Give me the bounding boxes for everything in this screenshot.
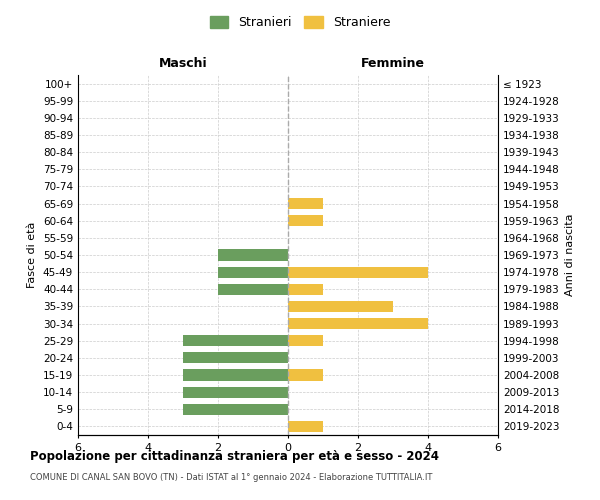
Bar xyxy=(183,404,288,415)
Bar xyxy=(183,370,288,380)
Bar xyxy=(288,198,323,209)
Text: Femmine: Femmine xyxy=(361,57,425,70)
Bar xyxy=(183,335,288,346)
Bar xyxy=(288,266,428,278)
Bar xyxy=(288,301,393,312)
Y-axis label: Fasce di età: Fasce di età xyxy=(28,222,37,288)
Bar xyxy=(288,284,323,295)
Legend: Stranieri, Straniere: Stranieri, Straniere xyxy=(205,11,395,34)
Bar xyxy=(288,421,323,432)
Bar xyxy=(218,266,288,278)
Bar xyxy=(183,386,288,398)
Y-axis label: Anni di nascita: Anni di nascita xyxy=(565,214,575,296)
Bar xyxy=(288,335,323,346)
Text: COMUNE DI CANAL SAN BOVO (TN) - Dati ISTAT al 1° gennaio 2024 - Elaborazione TUT: COMUNE DI CANAL SAN BOVO (TN) - Dati IST… xyxy=(30,472,433,482)
Bar xyxy=(288,318,428,329)
Text: Maschi: Maschi xyxy=(158,57,208,70)
Bar xyxy=(218,250,288,260)
Bar xyxy=(183,352,288,364)
Bar xyxy=(218,284,288,295)
Bar xyxy=(288,370,323,380)
Bar xyxy=(288,215,323,226)
Text: Popolazione per cittadinanza straniera per età e sesso - 2024: Popolazione per cittadinanza straniera p… xyxy=(30,450,439,463)
